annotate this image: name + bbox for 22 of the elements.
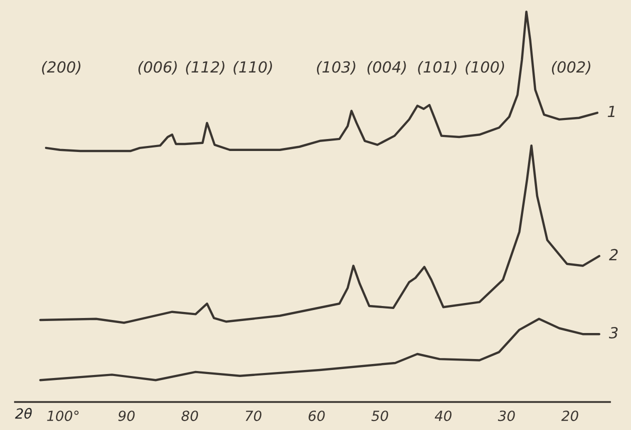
- series-label: 1: [608, 106, 614, 118]
- x-tick-label: 20: [561, 410, 578, 422]
- annotation: (112): [186, 60, 224, 75]
- series-label: 3: [608, 326, 618, 339]
- annotation: (103): [316, 60, 356, 75]
- annotation: (101): [418, 60, 456, 75]
- annotation: (004): [368, 60, 406, 75]
- x-tick-label: 30: [498, 410, 515, 422]
- series-label: 2: [609, 248, 618, 260]
- x-tick-label: 100°: [47, 410, 79, 422]
- annotation: (110): [234, 60, 272, 75]
- x-axis-title: 2θ: [15, 408, 32, 419]
- x-tick-label: 40: [434, 410, 452, 422]
- x-tick-label: 90: [118, 410, 135, 422]
- annotation: (002): [552, 60, 590, 75]
- x-tick-label: 50: [371, 410, 388, 422]
- x-tick-label: 60: [308, 410, 325, 422]
- annotation: (200): [42, 60, 80, 75]
- x-tick-label: 70: [246, 410, 262, 422]
- annotation: (100): [466, 60, 504, 75]
- annotation: (006): [138, 60, 177, 75]
- x-tick-label: 80: [182, 410, 198, 422]
